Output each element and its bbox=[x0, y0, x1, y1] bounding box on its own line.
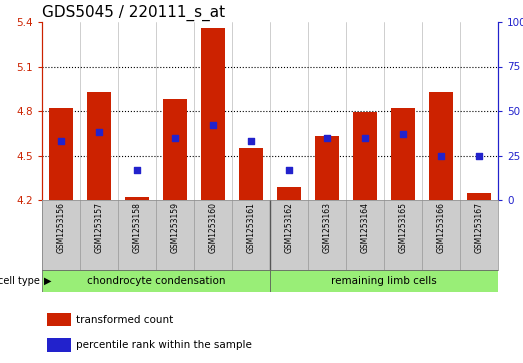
Text: cell type: cell type bbox=[0, 276, 40, 286]
Point bbox=[171, 135, 179, 140]
Bar bbox=[429, 92, 453, 200]
Text: GSM1253158: GSM1253158 bbox=[132, 202, 142, 253]
Bar bbox=[163, 99, 187, 200]
Bar bbox=[353, 113, 378, 200]
Bar bbox=[47, 313, 71, 326]
Bar bbox=[315, 136, 339, 200]
Point bbox=[323, 135, 331, 140]
Point bbox=[247, 138, 255, 144]
Text: GSM1253164: GSM1253164 bbox=[360, 202, 370, 253]
Point bbox=[209, 122, 217, 128]
Text: GDS5045 / 220111_s_at: GDS5045 / 220111_s_at bbox=[42, 4, 225, 21]
Point bbox=[361, 135, 369, 140]
Point bbox=[399, 131, 407, 137]
Text: GSM1253163: GSM1253163 bbox=[323, 202, 332, 253]
Bar bbox=[201, 28, 225, 200]
Point bbox=[57, 138, 65, 144]
Text: GSM1253161: GSM1253161 bbox=[246, 202, 256, 253]
Point bbox=[437, 152, 445, 158]
Bar bbox=[277, 187, 301, 200]
Text: GSM1253157: GSM1253157 bbox=[95, 202, 104, 253]
Bar bbox=[47, 338, 71, 352]
Text: chondrocyte condensation: chondrocyte condensation bbox=[87, 276, 225, 286]
Bar bbox=[87, 92, 111, 200]
Text: GSM1253160: GSM1253160 bbox=[209, 202, 218, 253]
Point bbox=[133, 167, 141, 173]
Text: GSM1253167: GSM1253167 bbox=[474, 202, 483, 253]
Text: GSM1253166: GSM1253166 bbox=[437, 202, 446, 253]
Text: percentile rank within the sample: percentile rank within the sample bbox=[76, 340, 252, 350]
Text: remaining limb cells: remaining limb cells bbox=[331, 276, 437, 286]
Text: transformed count: transformed count bbox=[76, 315, 173, 325]
Text: ▶: ▶ bbox=[44, 276, 51, 286]
Point bbox=[95, 130, 103, 135]
Bar bbox=[124, 197, 150, 200]
Text: GSM1253165: GSM1253165 bbox=[399, 202, 407, 253]
Point bbox=[285, 167, 293, 173]
Text: GSM1253159: GSM1253159 bbox=[170, 202, 179, 253]
Bar bbox=[467, 193, 491, 200]
Text: GSM1253162: GSM1253162 bbox=[285, 202, 293, 253]
FancyBboxPatch shape bbox=[42, 270, 270, 292]
Bar bbox=[49, 108, 73, 200]
Text: GSM1253156: GSM1253156 bbox=[56, 202, 65, 253]
Bar bbox=[238, 148, 264, 200]
Point bbox=[475, 152, 483, 158]
FancyBboxPatch shape bbox=[270, 270, 498, 292]
Bar bbox=[391, 108, 415, 200]
